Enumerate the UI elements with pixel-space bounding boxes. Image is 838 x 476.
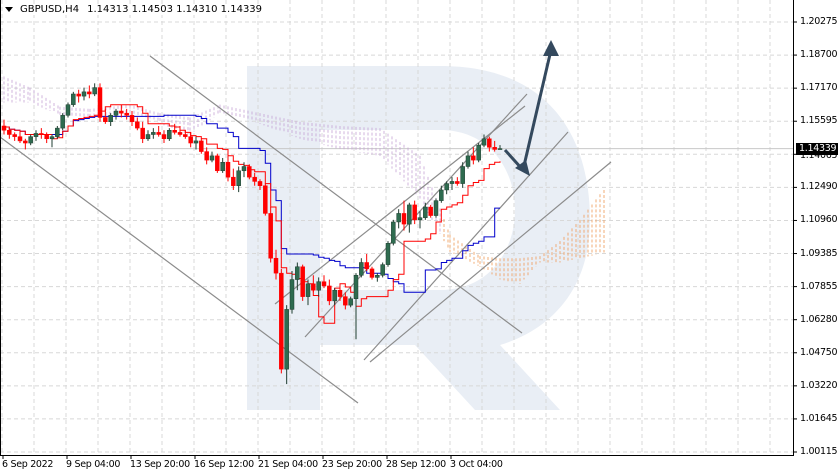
price-tick-label: 1.01645 (800, 412, 838, 424)
triangle-down-icon[interactable] (5, 7, 13, 12)
grid-lines (0, 0, 793, 455)
price-tick-label: 1.06280 (800, 313, 838, 325)
price-axis-label-hidden: 1.14065 (800, 150, 838, 161)
trendline[interactable] (0, 136, 359, 404)
price-tick-label: 1.12490 (800, 181, 838, 193)
time-tick-label: 6 Sep 2022 (2, 459, 54, 470)
chart-axes (0, 0, 797, 459)
price-tick-label: 1.17170 (800, 82, 838, 94)
time-tick-label: 3 Oct 04:00 (450, 459, 503, 470)
watermark-logo (247, 66, 590, 410)
forecast-arrow (503, 40, 559, 176)
tenkan-sen-line (4, 104, 501, 324)
chart-title-bar: GBPUSD,H4 1.14313 1.14503 1.14310 1.1433… (5, 4, 265, 15)
symbol-timeframe: GBPUSD,H4 (20, 4, 80, 15)
time-tick-label: 13 Sep 20:00 (130, 459, 190, 470)
time-tick-label: 9 Sep 04:00 (66, 459, 121, 470)
time-tick-label: 16 Sep 12:00 (194, 459, 254, 470)
trendline[interactable] (363, 131, 569, 361)
price-tick-label: 1.09385 (800, 247, 838, 259)
time-tick-label: 28 Sep 12:00 (386, 459, 446, 470)
price-tick-label: 1.15595 (800, 115, 838, 127)
price-tick-label: 1.10960 (800, 214, 838, 226)
time-tick-label: 21 Sep 04:00 (258, 459, 318, 470)
price-tick-label: 1.07855 (800, 280, 838, 292)
price-tick-label: 1.18700 (800, 49, 838, 61)
current-price-label: 1.14339 (796, 143, 838, 155)
price-tick-label: 1.04750 (800, 346, 838, 358)
price-tick-label: 1.03220 (800, 379, 838, 391)
price-tick-label: 1.00115 (800, 446, 838, 457)
price-tick-label: 1.20275 (800, 16, 838, 27)
trendline[interactable] (369, 161, 612, 363)
time-tick-label: 23 Sep 20:00 (322, 459, 382, 470)
candlesticks (1, 83, 503, 385)
ohlc-values: 1.14313 1.14503 1.14310 1.14339 (87, 4, 263, 15)
